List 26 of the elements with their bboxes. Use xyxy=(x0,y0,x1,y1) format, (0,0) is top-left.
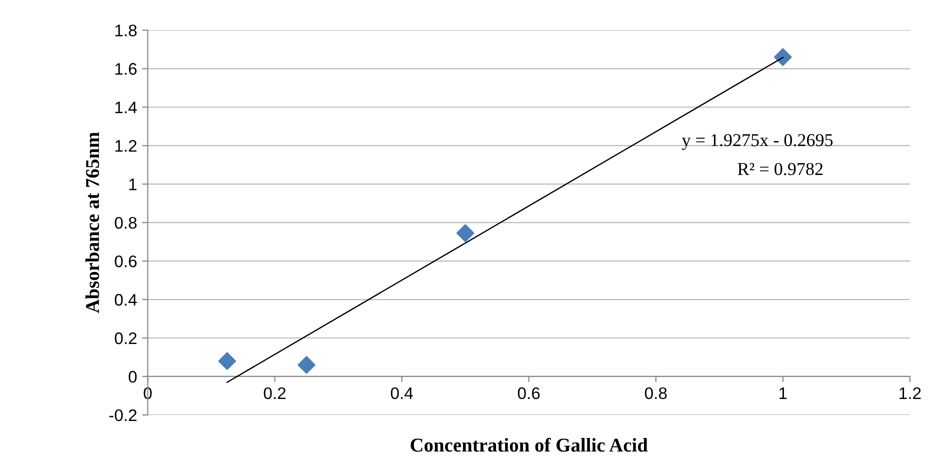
y-tick-label: 1.2 xyxy=(115,140,136,152)
point xyxy=(774,48,792,66)
y-tick-label: 1 xyxy=(129,178,137,190)
x-tick-label: 0.8 xyxy=(644,387,667,400)
x-tick-label: 1 xyxy=(780,388,787,399)
y-tick-label: 0 xyxy=(128,370,137,383)
y-tick-label: -0.2 xyxy=(109,409,136,422)
x-tick-label: 0 xyxy=(144,387,152,400)
annotation: R² = 0.9782 xyxy=(738,162,823,176)
y-axis-title: Absorbance at 765nm xyxy=(85,132,100,314)
point xyxy=(456,224,474,242)
y-tick-label: 1.6 xyxy=(115,63,137,75)
y-tick-label: 0.6 xyxy=(114,255,137,268)
x-tick-label: 1.2 xyxy=(900,387,921,399)
x-tick-label: 0.4 xyxy=(390,387,413,400)
point xyxy=(218,352,236,370)
x-tick-label: 0.2 xyxy=(264,387,286,400)
y-tick-label: 1.4 xyxy=(115,102,137,114)
x-tick-label: 0.6 xyxy=(518,387,540,400)
annotation: y = 1.9275x - 0.2695 xyxy=(682,134,833,150)
y-tick-label: 0.2 xyxy=(114,332,136,344)
y-tick-label: 0.8 xyxy=(114,216,137,229)
x-axis-title: Concentration of Gallic Acid xyxy=(410,438,648,452)
point xyxy=(298,356,316,374)
y-tick-label: 0.4 xyxy=(114,294,137,306)
y-tick-label: 1.8 xyxy=(115,24,137,36)
